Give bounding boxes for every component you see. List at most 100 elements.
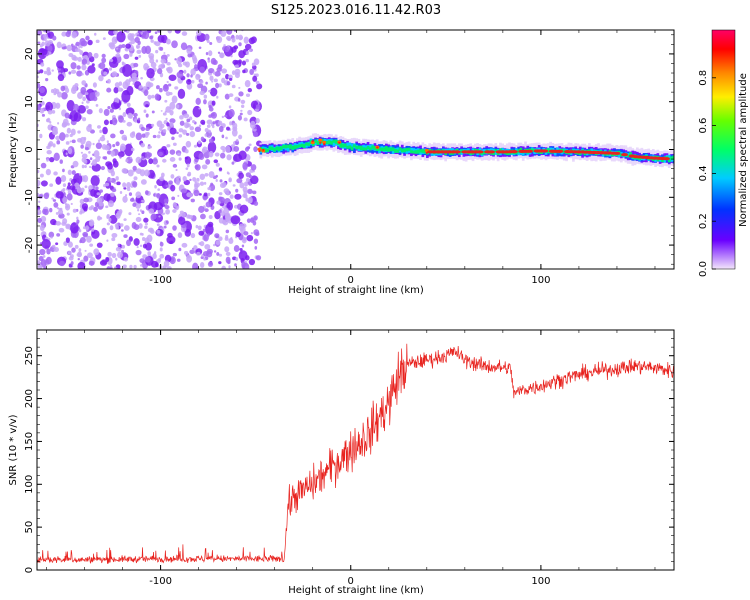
noise-dot [208, 50, 213, 57]
noise-dot [126, 102, 131, 107]
colorbar-tick-label: 0.8 [698, 70, 709, 86]
noise-dot [224, 114, 228, 118]
noise-dot [40, 97, 43, 100]
noise-dot [176, 205, 180, 209]
noise-dot [172, 209, 177, 213]
noise-dot [138, 85, 143, 89]
noise-dot [204, 172, 209, 177]
noise-dot [95, 142, 102, 150]
noise-dot [153, 193, 156, 197]
snr-x-ticks: -100 0 100 [46, 330, 656, 587]
noise-dot [69, 140, 72, 143]
noise-dot [123, 225, 130, 231]
noise-dot [98, 156, 101, 159]
noise-dot [148, 208, 155, 214]
noise-dot [57, 121, 60, 125]
noise-dot [122, 81, 129, 90]
noise-dot [219, 52, 224, 58]
noise-dot [253, 215, 258, 221]
noise-dot [193, 144, 198, 148]
noise-dot [193, 189, 200, 197]
noise-dot [220, 145, 226, 151]
noise-dot [228, 109, 235, 118]
noise-dot [186, 214, 191, 219]
noise-dot [115, 246, 122, 252]
noise-dot [136, 34, 140, 37]
noise-dot [39, 107, 45, 114]
noise-dot [81, 153, 88, 159]
noise-dot [125, 159, 129, 163]
band-layer-green [398, 147, 402, 151]
noise-dot [70, 261, 74, 266]
noise-dot [81, 164, 85, 169]
noise-dot [40, 162, 47, 169]
noise-dot [68, 71, 72, 75]
band-layer-green [293, 145, 297, 150]
noise-dot [115, 141, 120, 147]
noise-dot [69, 254, 74, 258]
noise-dot [103, 193, 111, 201]
band-layer-green [307, 142, 311, 146]
noise-dot [111, 36, 118, 45]
noise-dot [255, 118, 260, 124]
noise-dot [78, 229, 82, 233]
noise-dot [255, 232, 260, 237]
noise-dot [207, 261, 214, 267]
noise-dot [97, 125, 101, 129]
noise-dot [226, 30, 233, 35]
noise-dot [37, 264, 43, 269]
noise-dot [126, 239, 132, 247]
noise-dot [162, 129, 167, 133]
noise-dot [55, 135, 61, 141]
noise-dot [56, 140, 61, 145]
noise-dot [218, 192, 223, 196]
noise-dot [37, 82, 41, 89]
band-peak [338, 141, 341, 144]
band-peak [613, 151, 621, 155]
noise-dot [212, 121, 216, 125]
band-layer-green [327, 140, 331, 145]
band-layer-green [371, 145, 374, 149]
noise-dot [106, 239, 109, 242]
band-layer-green [667, 157, 671, 163]
band-layer-green [321, 139, 324, 143]
noise-dot [247, 87, 253, 93]
band-layer-green [364, 147, 368, 151]
noise-dot [59, 159, 63, 164]
noise-dot [241, 60, 247, 66]
noise-dot [218, 236, 223, 242]
noise-dot [111, 252, 117, 259]
noise-dot [244, 79, 251, 88]
noise-dot [197, 83, 204, 89]
noise-dot [208, 89, 211, 93]
noise-dot [117, 243, 121, 247]
noise-dot [235, 231, 241, 238]
noise-dot [40, 62, 45, 67]
noise-dot [82, 175, 89, 183]
noise-dot [152, 158, 158, 165]
noise-dot [121, 244, 126, 249]
noise-dot [120, 223, 124, 227]
noise-dot [226, 201, 233, 211]
noise-dot [131, 131, 136, 136]
noise-dot [98, 62, 106, 70]
noise-dot [57, 209, 64, 215]
noise-dot [238, 223, 245, 231]
noise-dot [227, 259, 231, 265]
noise-dot [214, 120, 218, 124]
band-layer-green [400, 148, 404, 153]
noise-dot [159, 247, 163, 252]
noise-dot [236, 178, 243, 184]
noise-dot [174, 86, 179, 90]
noise-dot [229, 194, 234, 199]
noise-dot [208, 129, 211, 134]
noise-dot [185, 140, 192, 148]
noise-dot [253, 238, 259, 244]
band-layer-green [339, 142, 343, 148]
noise-dot [98, 108, 103, 114]
noise-dot [230, 215, 241, 225]
noise-dot [68, 53, 74, 58]
noise-dot [165, 208, 170, 215]
noise-dot [96, 197, 103, 204]
noise-dot [156, 223, 160, 227]
